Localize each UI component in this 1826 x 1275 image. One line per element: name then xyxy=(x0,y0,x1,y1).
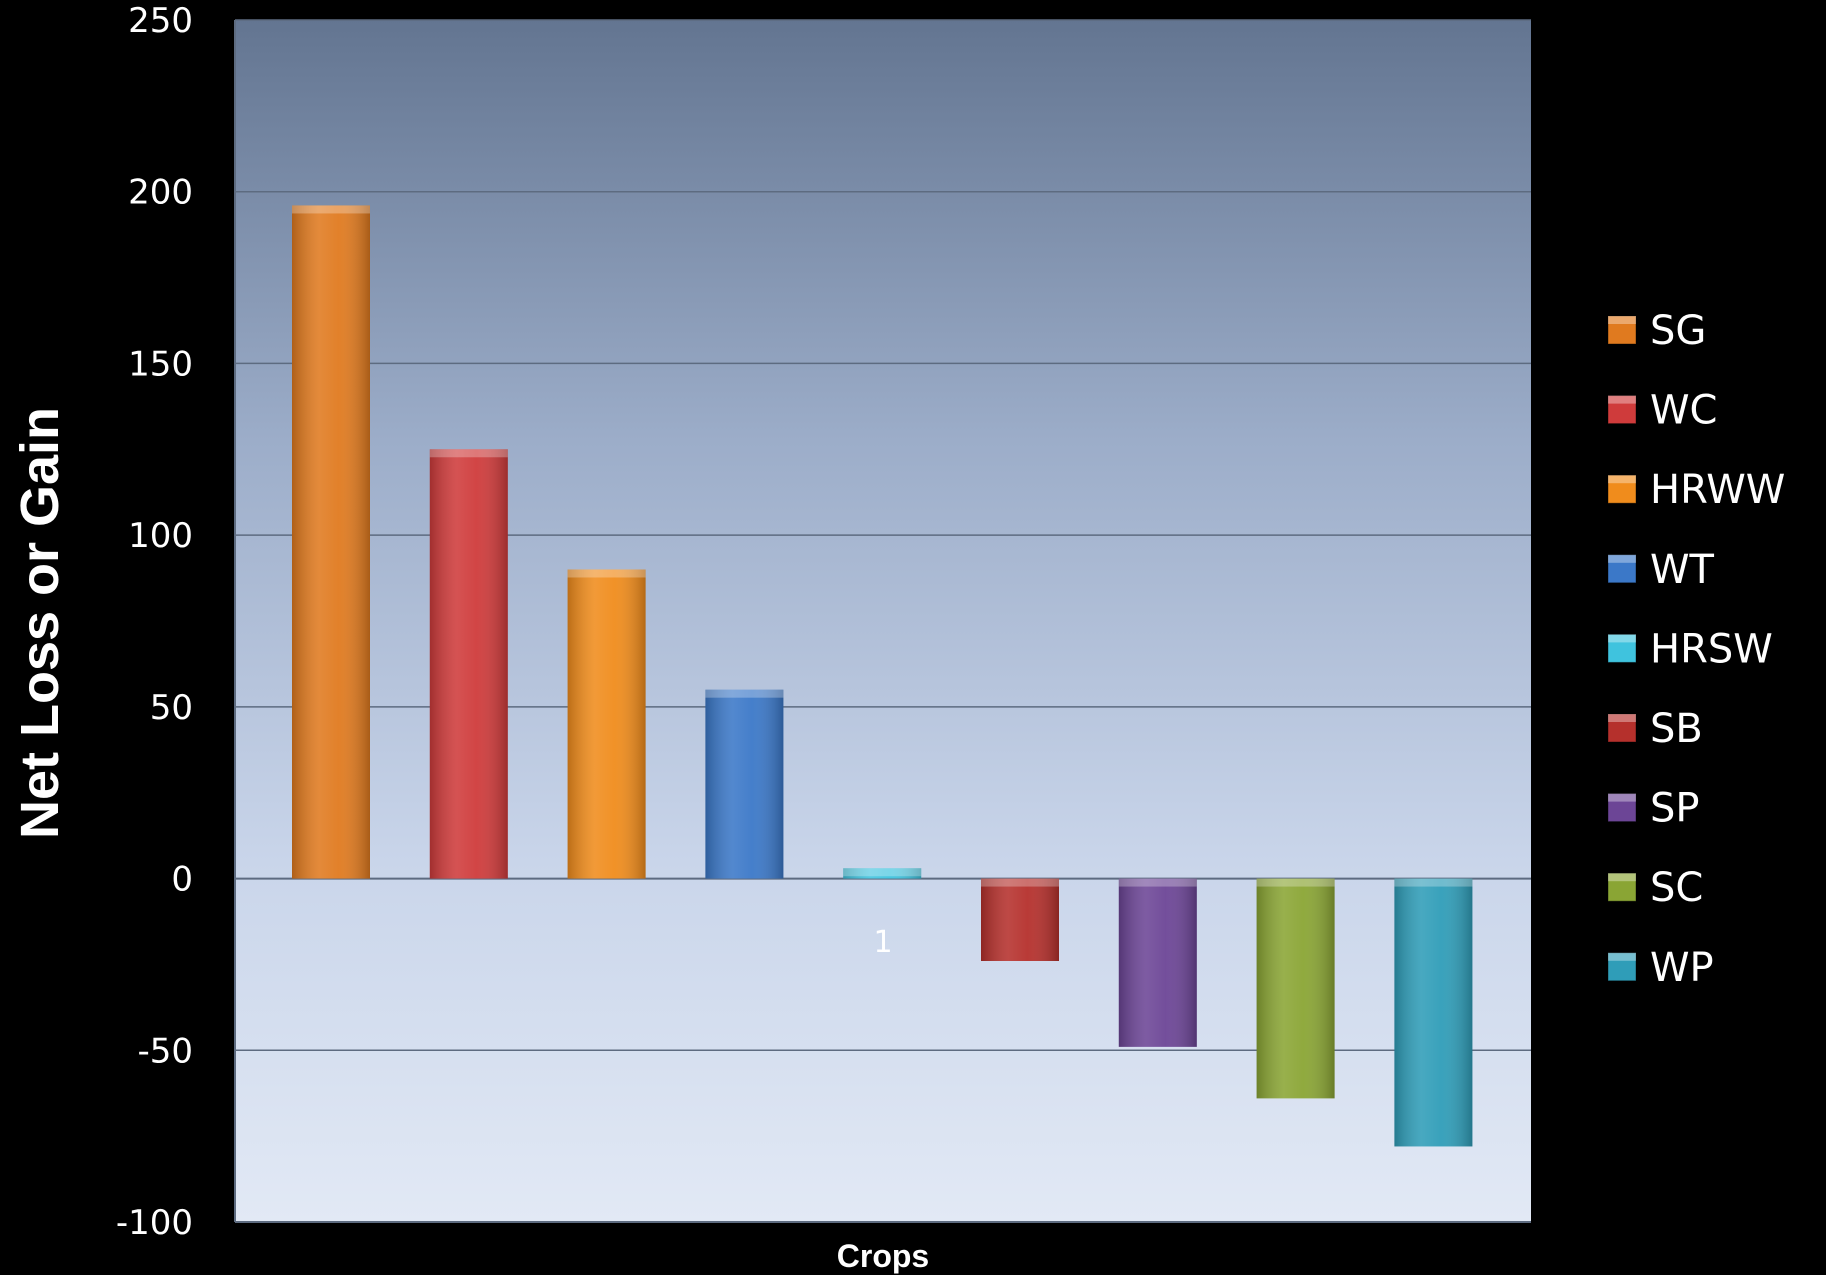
y-tick-label: 150 xyxy=(128,344,193,384)
bar-sb xyxy=(981,878,1059,961)
y-axis-ticks: -100 -50 0 50 100 150 200 250 xyxy=(116,1,193,1243)
legend-label: SB xyxy=(1650,706,1703,752)
bar-sc xyxy=(1256,878,1335,1099)
y-axis-label: Net Loss or Gain xyxy=(10,407,70,839)
bar-wt xyxy=(705,689,784,879)
bar-wc xyxy=(429,449,508,879)
bar-hrsw xyxy=(843,868,922,879)
legend-item-wc: WC xyxy=(1607,388,1717,434)
y-tick-label: -100 xyxy=(116,1203,193,1243)
legend-label: WC xyxy=(1650,388,1717,434)
bar-hrww xyxy=(567,569,646,879)
category-label: 1 xyxy=(873,925,892,960)
bar-sp xyxy=(1118,878,1197,1047)
y-tick-label: 250 xyxy=(128,1,193,41)
y-tick-label: 200 xyxy=(128,173,193,213)
y-tick-label: 0 xyxy=(171,860,193,900)
legend-label: SG xyxy=(1650,308,1706,354)
legend-label: HRWW xyxy=(1650,467,1785,513)
legend-label: SC xyxy=(1650,865,1703,911)
legend-label: WT xyxy=(1650,547,1715,593)
y-tick-label: 50 xyxy=(150,688,193,728)
legend-label: HRSW xyxy=(1650,626,1773,672)
legend: SG WC HRWW WT HRSW SB SP SC WP xyxy=(1607,308,1785,991)
legend-item-hrww: HRWW xyxy=(1607,467,1785,513)
bar-sg xyxy=(292,205,370,879)
legend-item-sb: SB xyxy=(1607,706,1703,752)
legend-item-hrsw: HRSW xyxy=(1607,626,1773,672)
legend-item-wp: WP xyxy=(1607,945,1714,991)
legend-item-sp: SP xyxy=(1607,786,1700,832)
bar-wp xyxy=(1394,878,1473,1147)
legend-item-wt: WT xyxy=(1607,547,1715,593)
bars xyxy=(292,205,1473,1147)
legend-label: WP xyxy=(1650,945,1714,991)
legend-label: SP xyxy=(1650,786,1700,832)
legend-item-sg: SG xyxy=(1607,308,1706,354)
x-axis-label: Crops xyxy=(837,1238,929,1274)
y-tick-label: 100 xyxy=(128,516,193,556)
plot-area xyxy=(235,20,1531,1222)
legend-item-sc: SC xyxy=(1607,865,1703,911)
y-tick-label: -50 xyxy=(137,1031,193,1071)
